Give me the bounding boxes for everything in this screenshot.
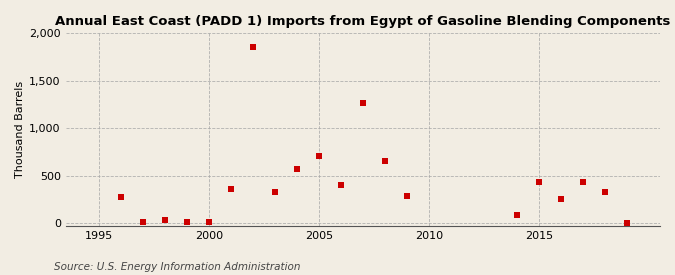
- Point: [247, 45, 258, 49]
- Point: [203, 220, 214, 224]
- Point: [599, 189, 610, 194]
- Point: [358, 100, 369, 105]
- Point: [313, 153, 324, 158]
- Point: [533, 180, 544, 185]
- Point: [512, 212, 522, 217]
- Point: [556, 197, 566, 202]
- Point: [292, 166, 302, 171]
- Point: [225, 187, 236, 191]
- Point: [402, 194, 412, 199]
- Point: [335, 183, 346, 187]
- Point: [379, 159, 390, 164]
- Text: Source: U.S. Energy Information Administration: Source: U.S. Energy Information Administ…: [54, 262, 300, 272]
- Point: [578, 180, 589, 185]
- Point: [115, 195, 126, 200]
- Point: [137, 220, 148, 224]
- Point: [159, 218, 170, 222]
- Title: Annual East Coast (PADD 1) Imports from Egypt of Gasoline Blending Components: Annual East Coast (PADD 1) Imports from …: [55, 15, 670, 28]
- Y-axis label: Thousand Barrels: Thousand Barrels: [15, 81, 25, 178]
- Point: [182, 220, 192, 224]
- Point: [269, 189, 280, 194]
- Point: [622, 221, 632, 225]
